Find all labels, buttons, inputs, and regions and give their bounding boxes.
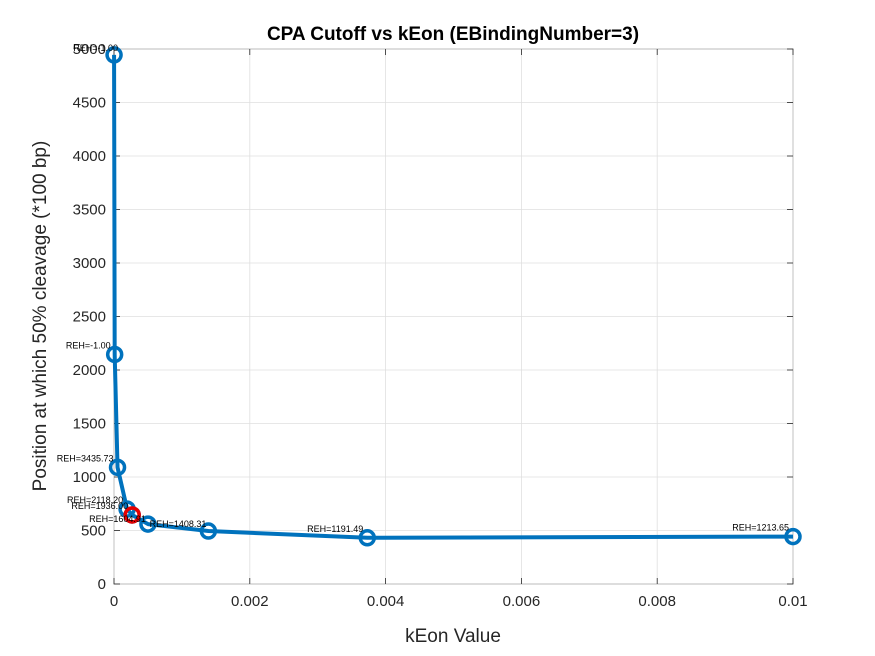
data-point-marker — [358, 529, 377, 547]
point-annotation: REH=3435.73 — [57, 453, 114, 463]
point-annotation: REH=2118.20 — [67, 495, 123, 505]
y-tick-label: 4000 — [73, 148, 106, 165]
point-annotation: REH=1213.65 — [732, 523, 789, 533]
point-annotation: REH=-1.00 — [66, 340, 111, 350]
y-tick-label: 1500 — [73, 416, 106, 433]
x-tick-label: 0.006 — [503, 593, 541, 610]
x-tick-label: 0.01 — [778, 593, 807, 610]
point-annotation: REH=1936.00 — [71, 501, 128, 511]
data-point-marker — [139, 515, 157, 533]
point-annotation: REH=1191.49 — [307, 524, 363, 534]
data-series — [105, 46, 802, 547]
y-tick-label: 2000 — [73, 362, 106, 379]
y-tick-label: 2500 — [73, 309, 106, 326]
y-tick-label: 5000 — [73, 41, 106, 58]
data-point-marker — [105, 46, 123, 64]
data-point-marker — [108, 458, 127, 477]
x-tick-label: 0 — [110, 593, 118, 610]
y-tick-label: 4500 — [73, 95, 106, 112]
x-tick-label: 0.008 — [638, 593, 676, 610]
grid-lines — [113, 48, 794, 585]
highlighted-point-marker — [123, 506, 141, 524]
data-point-marker — [105, 345, 124, 364]
y-tick-label: 1000 — [73, 469, 106, 486]
point-annotations: REH=-1.00 REH=-1.00 REH=3435.73 REH=2118.20… — [57, 43, 789, 534]
chart-title: CPA Cutoff vs kEon (EBindingNumber=3) — [267, 24, 639, 45]
point-annotation: REH=1408.31 — [150, 519, 207, 529]
y-axis-label: Position at which 50% cleavage (*100 bp) — [30, 141, 51, 492]
point-annotation: REH=-1.00 — [73, 43, 118, 53]
point-annotation: REH=1604.91 — [89, 514, 146, 524]
x-tick-label: 0.004 — [367, 593, 405, 610]
y-tick-label: 3000 — [73, 255, 106, 272]
axis-ticks: 0 0.002 0.004 0.006 0.008 0.01 0 500 1000 1500 200… — [73, 41, 808, 610]
y-tick-label: 500 — [81, 523, 106, 540]
x-axis-label: kEon Value — [405, 626, 501, 647]
y-tick-label: 3500 — [73, 202, 106, 219]
x-tick-label: 0.002 — [231, 593, 269, 610]
data-point-marker — [784, 527, 802, 546]
data-point-marker — [199, 522, 218, 540]
y-tick-label: 0 — [98, 576, 106, 593]
